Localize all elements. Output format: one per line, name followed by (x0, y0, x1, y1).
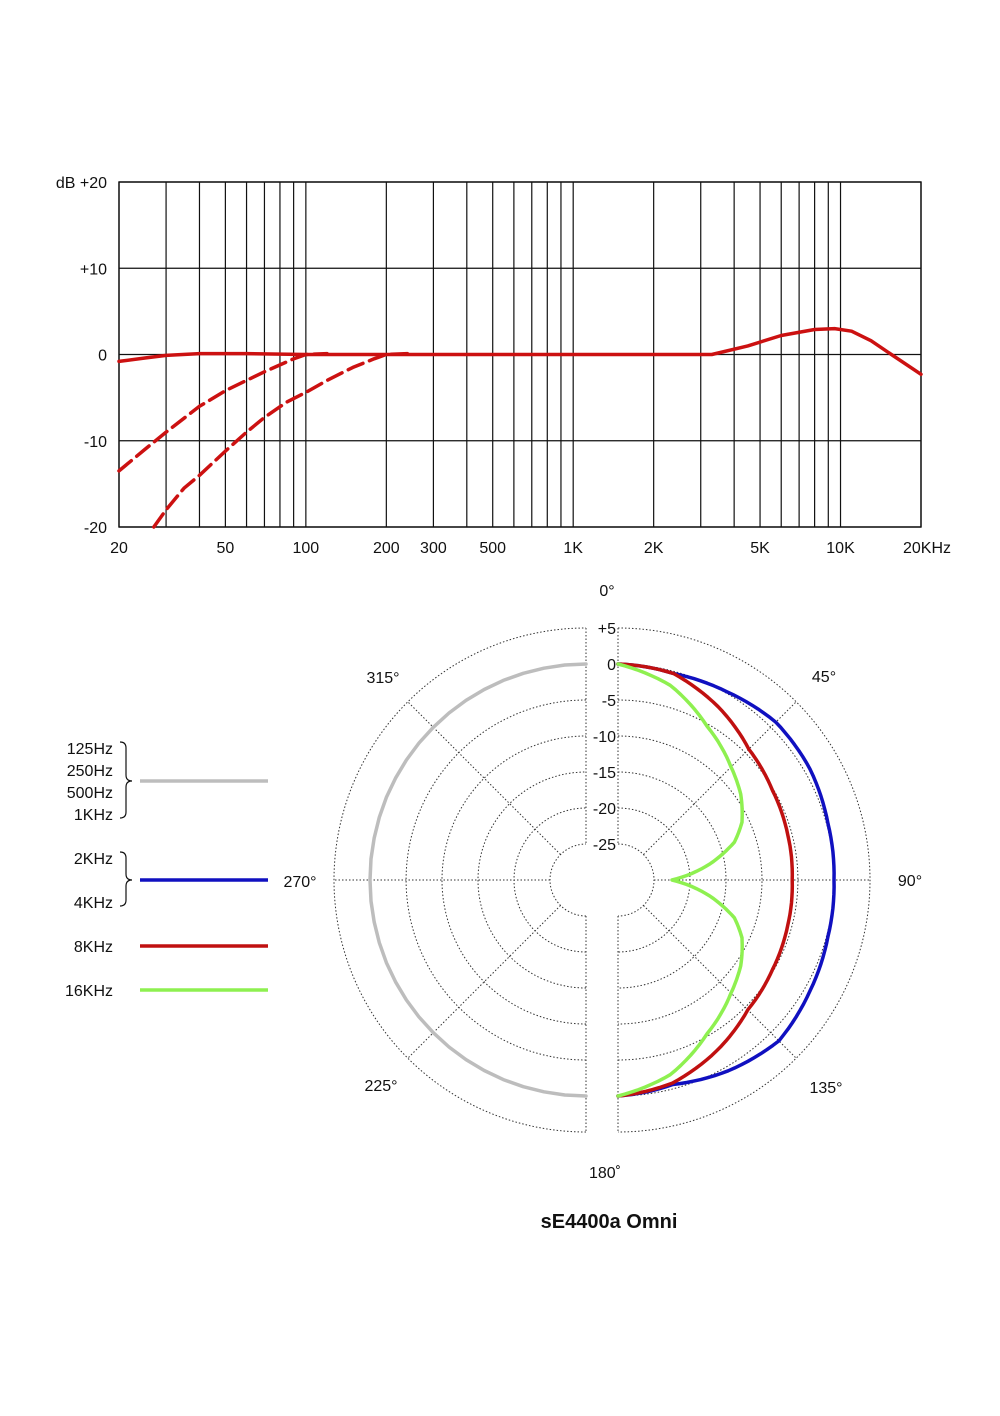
ring-label: -10 (593, 729, 616, 746)
x-tick-label: 100 (293, 540, 320, 557)
polar-ring-left (333, 627, 587, 1133)
y-tick-label: +10 (80, 261, 107, 278)
legend-label: 16KHz (65, 983, 113, 1000)
polar-pattern-chart: +5 0 -5 -10 -15 -20 -25 0° 45° 90° 135° 180˚ 225° 270… (283, 583, 922, 1182)
angle-label: 90° (898, 873, 922, 890)
polar-title: sE4400a Omni (541, 1211, 678, 1233)
series-line-high-pass-2 (152, 351, 410, 529)
y-tick-label: dB +20 (56, 175, 107, 192)
series-line-flat (117, 326, 923, 377)
polar-spoke (643, 701, 797, 855)
x-tick-label: 300 (420, 540, 447, 557)
x-tick-label: 200 (373, 540, 400, 557)
ring-label: -25 (593, 837, 616, 854)
polar-ring-right (617, 771, 727, 989)
legend-label: 4KHz (74, 895, 113, 912)
y-tick-label: -20 (84, 520, 107, 537)
polar-series-mid (616, 662, 836, 1098)
angle-label: 0° (599, 583, 614, 600)
polar-series-8k (616, 662, 795, 1098)
ring-label: -15 (593, 765, 616, 782)
plot-frame (118, 181, 922, 528)
polar-ring-right (617, 627, 871, 1133)
x-tick-label: 500 (479, 540, 506, 557)
polar-series-16k (616, 662, 744, 1098)
legend-label: 250Hz (67, 763, 113, 780)
legend-label: 500Hz (67, 785, 113, 802)
x-tick-label: 5K (750, 540, 770, 557)
angle-label: 135° (809, 1080, 842, 1097)
x-tick-label: 20KHz (903, 540, 951, 557)
polar-ring-left (549, 843, 587, 917)
legend-label: 2KHz (74, 851, 113, 868)
ring-label: +5 (598, 621, 616, 638)
angle-label: 45° (812, 669, 836, 686)
polar-legend: 125Hz 250Hz 500Hz 1KHz 2KHz 4KHz 8KHz 16KHz (65, 741, 268, 1000)
polar-spoke (643, 905, 797, 1059)
legend-label: 1KHz (74, 807, 113, 824)
ring-label: -5 (602, 693, 616, 710)
x-tick-label: 10K (826, 540, 855, 557)
legend-label: 125Hz (67, 741, 113, 758)
y-tick-label: -10 (84, 434, 107, 451)
x-tick-label: 50 (216, 540, 234, 557)
angle-label: 180˚ (589, 1165, 621, 1182)
angle-label: 225° (364, 1078, 397, 1095)
legend-brace (119, 741, 133, 819)
x-tick-label: 20 (110, 540, 128, 557)
series-line-high-pass-1 (117, 351, 329, 473)
polar-ring-left (477, 771, 587, 989)
y-tick-label: 0 (98, 348, 107, 365)
legend-label: 8KHz (74, 939, 113, 956)
polar-ring-right (617, 843, 655, 917)
angle-label: 270° (283, 874, 316, 891)
x-tick-label: 1K (563, 540, 583, 557)
ring-label: -20 (593, 801, 616, 818)
legend-brace (119, 851, 133, 907)
ring-label: 0 (607, 657, 616, 674)
angle-label: 315° (366, 670, 399, 687)
polar-spoke (407, 701, 561, 855)
x-tick-label: 2K (644, 540, 664, 557)
polar-series-low (368, 662, 588, 1098)
